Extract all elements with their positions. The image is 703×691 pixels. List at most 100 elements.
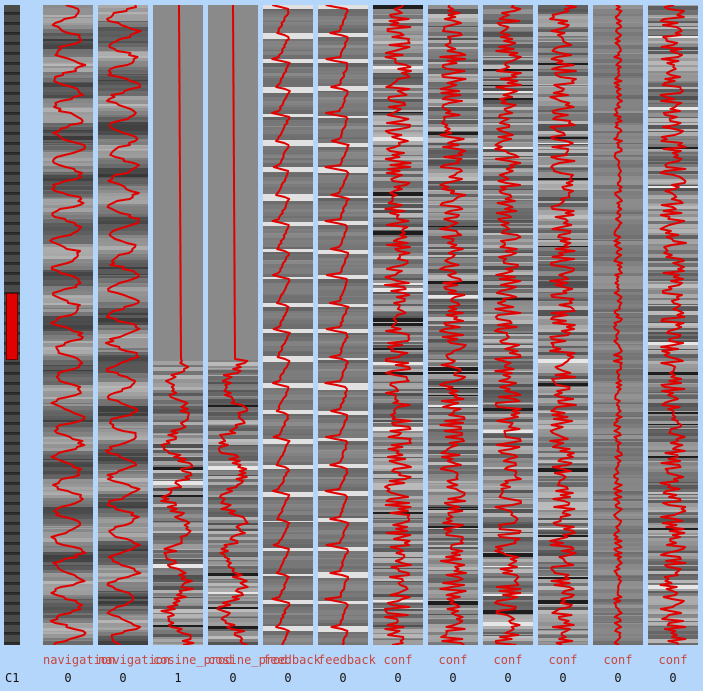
strip-label: conf xyxy=(383,653,413,667)
scrollbar-tick xyxy=(4,555,20,563)
strip-label: conf xyxy=(548,653,578,667)
scrollbar-tick xyxy=(4,585,20,593)
scrollbar-tick xyxy=(4,285,20,293)
scrollbar-tick xyxy=(4,625,20,633)
scrollbar-tick xyxy=(4,385,20,393)
signal-trace xyxy=(216,5,249,645)
scrollbar-tick xyxy=(4,485,20,493)
scrollbar-tick xyxy=(4,175,20,183)
signal-trace xyxy=(613,5,623,645)
strip-value: 0 xyxy=(339,671,347,685)
scrollbar-tick xyxy=(4,85,20,93)
scrollbar-tick xyxy=(4,195,20,203)
scrollbar-tick xyxy=(4,455,20,463)
feature-strip-12 xyxy=(648,5,698,645)
scrollbar-tick xyxy=(4,125,20,133)
signal-trace xyxy=(494,5,522,645)
scrollbar-tick xyxy=(4,15,20,23)
signal-trace xyxy=(104,5,142,645)
strip-label: feedback xyxy=(318,653,376,667)
signal-trace xyxy=(549,5,577,645)
scrollbar-tick xyxy=(4,575,20,583)
scrollbar-tick xyxy=(4,525,20,533)
scrollbar-tick xyxy=(4,245,20,253)
scrollbar-tick xyxy=(4,435,20,443)
scrollbar-tick xyxy=(4,25,20,33)
feature-strip-8 xyxy=(428,5,478,645)
scrollbar-tick xyxy=(4,365,20,373)
strip-label: conf xyxy=(603,653,633,667)
signal-trace xyxy=(439,5,467,645)
scrollbar-tick xyxy=(4,155,20,163)
scrollbar-tick xyxy=(4,595,20,603)
strip-value: 0 xyxy=(669,671,677,685)
strip-label: navigation xyxy=(98,653,171,667)
scrollbar-tick xyxy=(4,135,20,143)
feature-strip-3 xyxy=(153,5,203,645)
scrollbar-tick xyxy=(4,225,20,233)
feature-strip-5 xyxy=(263,5,313,645)
signal-trace xyxy=(49,5,87,645)
scrollbar-tick xyxy=(4,475,20,483)
strip-value: 0 xyxy=(614,671,622,685)
scrollbar-tick xyxy=(4,535,20,543)
feature-strip-11 xyxy=(593,5,643,645)
run-label: C1 xyxy=(5,671,20,685)
signal-trace xyxy=(271,5,291,645)
scrollbar-tick xyxy=(4,255,20,263)
scrollbar-tick xyxy=(4,235,20,243)
scrollbar-tick xyxy=(4,375,20,383)
scrollbar-tick xyxy=(4,145,20,153)
strip-value: 0 xyxy=(64,671,72,685)
strip-label: conf xyxy=(438,653,468,667)
scrollbar-tick xyxy=(4,55,20,63)
scrollbar-tick xyxy=(4,605,20,613)
feature-strip-2 xyxy=(98,5,148,645)
scrollbar-tick xyxy=(4,5,20,13)
scrollbar-tick xyxy=(4,565,20,573)
feature-strip-4 xyxy=(208,5,258,645)
scrollbar-tick xyxy=(4,45,20,53)
scrollbar-tick xyxy=(4,65,20,73)
scrollbar-tick xyxy=(4,515,20,523)
strip-value: 1 xyxy=(174,671,182,685)
scrollbar-tick xyxy=(4,215,20,223)
feature-strip-7 xyxy=(373,5,423,645)
signal-trace xyxy=(160,5,195,645)
strip-value: 0 xyxy=(229,671,237,685)
scrollbar-tick xyxy=(4,495,20,503)
scrollbar-tick xyxy=(4,445,20,453)
scrollbar-tick xyxy=(4,505,20,513)
scrollbar-tick xyxy=(4,395,20,403)
position-cursor[interactable] xyxy=(6,293,18,361)
scrollbar-tick xyxy=(4,635,20,643)
scrollbar-tick xyxy=(4,425,20,433)
scrollbar-tick xyxy=(4,75,20,83)
scrollbar-tick xyxy=(4,35,20,43)
scrollbar-tick xyxy=(4,105,20,113)
scrollbar-tick xyxy=(4,185,20,193)
scrollbar-tick xyxy=(4,275,20,283)
scrollbar-tick xyxy=(4,405,20,413)
feature-strip-9 xyxy=(483,5,533,645)
scrollbar-tick xyxy=(4,165,20,173)
strip-value: 0 xyxy=(394,671,402,685)
strip-value: 0 xyxy=(119,671,127,685)
strip-value: 0 xyxy=(449,671,457,685)
scrollbar-tick xyxy=(4,265,20,273)
signal-trace xyxy=(659,5,687,645)
scrollbar-tick xyxy=(4,615,20,623)
scrollbar-tick xyxy=(4,95,20,103)
scrollbar-tick xyxy=(4,465,20,473)
strip-label: conf xyxy=(493,653,523,667)
strip-label: feedback xyxy=(263,653,321,667)
scrollbar-tick xyxy=(4,115,20,123)
feature-strip-10 xyxy=(538,5,588,645)
strip-value: 0 xyxy=(504,671,512,685)
scrollbar-tick xyxy=(4,205,20,213)
strip-value: 0 xyxy=(284,671,292,685)
timeline-scrollbar[interactable] xyxy=(4,5,20,645)
strip-label: cosine_prod xyxy=(153,653,233,667)
strip-value: 0 xyxy=(559,671,567,685)
strip-label: conf xyxy=(658,653,688,667)
